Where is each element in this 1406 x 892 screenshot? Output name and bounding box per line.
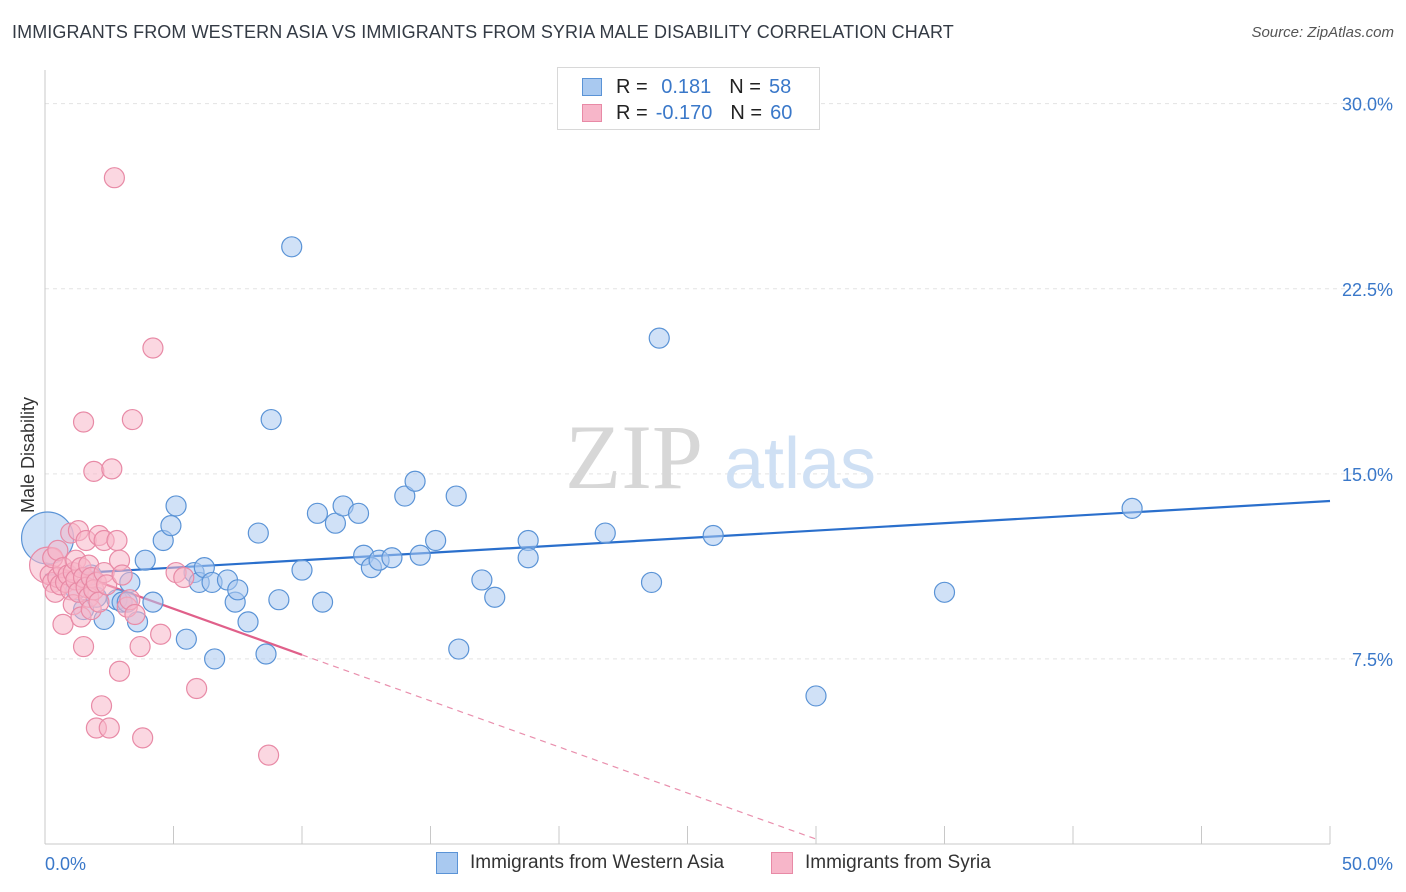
western-asia-point: [291, 559, 313, 581]
syria-point: [103, 167, 125, 189]
r-label: R =: [616, 75, 648, 98]
r-value: -0.170: [655, 101, 713, 124]
y-tick-label: 30.0%: [1342, 95, 1393, 115]
syria-point: [129, 635, 151, 658]
data-points: [20, 167, 1143, 766]
y-tick-label: 22.5%: [1342, 280, 1393, 300]
legend-item-western-asia[interactable]: Immigrants from Western Asia: [436, 852, 724, 874]
western-asia-point: [517, 547, 539, 569]
trend-lines: [44, 499, 1331, 840]
western-asia-point: [933, 581, 956, 603]
western-asia-point: [1121, 497, 1143, 519]
syria-point: [121, 408, 143, 431]
syria-point: [142, 337, 164, 359]
pink-swatch: [771, 852, 793, 874]
syria-point: [106, 529, 128, 552]
western-asia-point: [134, 549, 156, 571]
western-asia-point: [409, 544, 431, 566]
watermark: ZIP atlas: [565, 406, 876, 508]
western-asia-point: [381, 547, 403, 569]
western-asia-point: [404, 470, 426, 492]
western-asia-point: [281, 236, 303, 258]
syria-point: [72, 635, 95, 658]
syria-point: [150, 623, 172, 645]
western-asia-point: [306, 502, 329, 524]
axes: [44, 70, 1331, 845]
n-label: N =: [730, 101, 763, 124]
western-asia-point: [160, 515, 182, 537]
n-value: 58: [768, 75, 792, 98]
x-tick-label: 50.0%: [1342, 854, 1393, 874]
western-asia-point: [425, 529, 447, 552]
y-tick-label: 15.0%: [1342, 465, 1393, 485]
syria-point: [52, 613, 74, 635]
syria-point: [101, 458, 123, 480]
western-asia-point: [247, 522, 269, 544]
western-asia-point: [237, 611, 259, 633]
syria-point: [72, 411, 95, 433]
western-asia-trend-line: [44, 499, 1331, 577]
western-asia-point: [640, 571, 663, 594]
legend-label: Immigrants from Western Asia: [470, 852, 725, 873]
y-tick-label: 7.5%: [1352, 650, 1393, 670]
blue-swatch: [582, 78, 602, 96]
legend-row-syria: R = -0.170 N = 60: [582, 101, 792, 125]
western-asia-point: [702, 524, 724, 547]
western-asia-point: [394, 485, 416, 507]
western-asia-point: [204, 648, 226, 670]
chart-title: IMMIGRANTS FROM WESTERN ASIA VS IMMIGRAN…: [12, 22, 954, 42]
pink-swatch: [582, 104, 602, 122]
syria-point: [90, 695, 113, 717]
syria-point: [132, 727, 154, 749]
western-asia-point: [448, 638, 470, 660]
r-label: R =: [616, 101, 648, 124]
syria-point: [83, 460, 105, 482]
syria-point: [124, 603, 146, 626]
legend-item-syria[interactable]: Immigrants from Syria: [771, 852, 991, 874]
blue-swatch: [436, 852, 458, 874]
western-asia-point: [471, 569, 493, 591]
western-asia-point: [268, 589, 290, 611]
axis-labels: 7.5% 15.0% 22.5% 30.0% 0.0% 50.0%: [45, 95, 1393, 874]
n-label: N =: [729, 75, 761, 98]
syria-point: [98, 717, 120, 739]
gridlines: [45, 103, 1392, 660]
x-tick-label: 0.0%: [45, 854, 86, 874]
source-label: Source: ZipAtlas.com: [1251, 24, 1394, 41]
syria-point: [96, 574, 118, 596]
western-asia-point: [648, 327, 670, 349]
watermark-atlas: atlas: [724, 424, 876, 504]
western-asia-point: [227, 579, 249, 601]
western-asia-point: [255, 643, 277, 665]
western-asia-point: [805, 685, 827, 707]
western-asia-point: [594, 522, 616, 544]
legend-row-western-asia: R = 0.181 N = 58: [582, 75, 791, 99]
legend-label: Immigrants from Syria: [805, 852, 991, 873]
western-asia-point: [484, 586, 506, 608]
western-asia-point: [347, 502, 370, 524]
western-asia-point: [311, 591, 334, 613]
watermark-zip: ZIP: [565, 406, 703, 508]
syria-point: [186, 677, 208, 700]
series-legend: Immigrants from Western Asia Immigrants …: [0, 852, 1406, 878]
western-asia-point: [445, 485, 467, 507]
syria-point: [257, 744, 280, 766]
r-value: 0.181: [655, 75, 712, 98]
syria-point: [111, 564, 133, 586]
syria-point: [108, 660, 131, 682]
syria-point: [173, 566, 195, 589]
y-axis-label: Male Disability: [18, 397, 38, 513]
correlation-legend: R = 0.181 N = 58 R = -0.170 N = 60: [557, 67, 820, 130]
n-value: 60: [770, 101, 793, 124]
western-asia-point: [175, 628, 197, 650]
western-asia-point: [142, 591, 164, 613]
western-asia-point: [260, 408, 282, 431]
syria-trend-extension: [301, 654, 817, 840]
western-asia-point: [165, 495, 187, 517]
